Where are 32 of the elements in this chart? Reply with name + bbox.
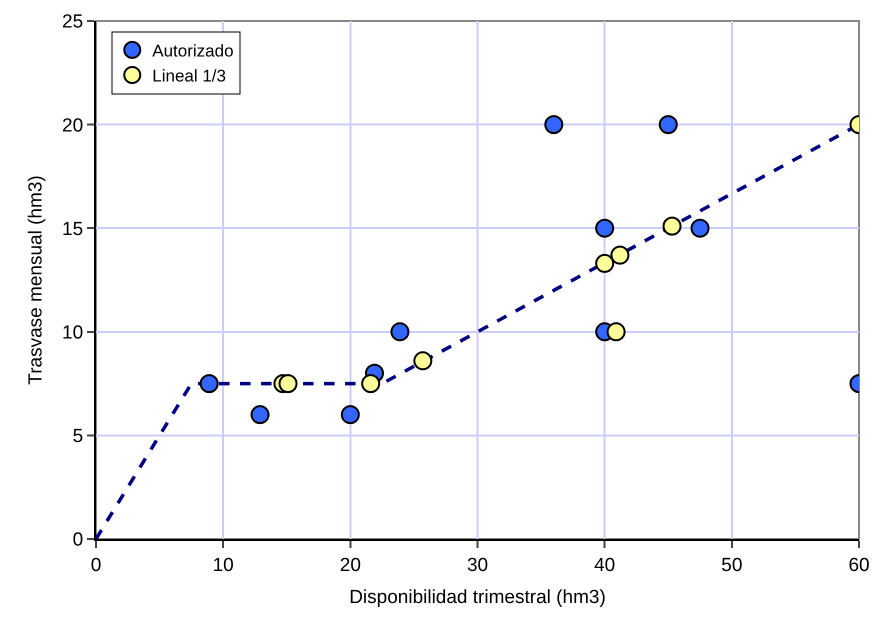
point — [278, 374, 298, 394]
point — [690, 218, 710, 238]
x-tick-label: 20 — [340, 554, 361, 576]
y-tick-label: 0 — [72, 530, 84, 551]
point — [662, 216, 682, 236]
point — [361, 374, 380, 394]
legend-label: Autorizado — [152, 42, 234, 61]
point — [595, 254, 614, 273]
y-tick-label: 10 — [62, 322, 84, 344]
x-tick-label: 30 — [466, 554, 488, 576]
y-axis-title: Trasvase mensual (hm3) — [25, 175, 46, 385]
x-axis-title: Disponibilidad trimestral (hm3) — [349, 587, 606, 608]
point — [340, 405, 360, 424]
x-tick-label: 60 — [848, 554, 870, 576]
point — [544, 115, 564, 134]
point — [610, 246, 630, 265]
y-tick-label: 25 — [62, 12, 84, 33]
point — [413, 351, 432, 370]
x-tick-label: 40 — [594, 554, 616, 576]
point — [595, 218, 614, 238]
x-tick-label: 50 — [721, 554, 742, 576]
point — [658, 115, 678, 134]
y-tick-label: 15 — [62, 218, 84, 240]
legend-label: Lineal 1/3 — [152, 66, 226, 86]
y-tick-label: 5 — [72, 426, 84, 448]
x-tick-label: 0 — [90, 554, 102, 576]
y-tick-label: 20 — [62, 115, 84, 136]
point — [250, 405, 270, 424]
x-tick-label: 10 — [212, 554, 234, 576]
point — [200, 374, 219, 394]
point — [390, 322, 410, 342]
point — [606, 322, 626, 342]
